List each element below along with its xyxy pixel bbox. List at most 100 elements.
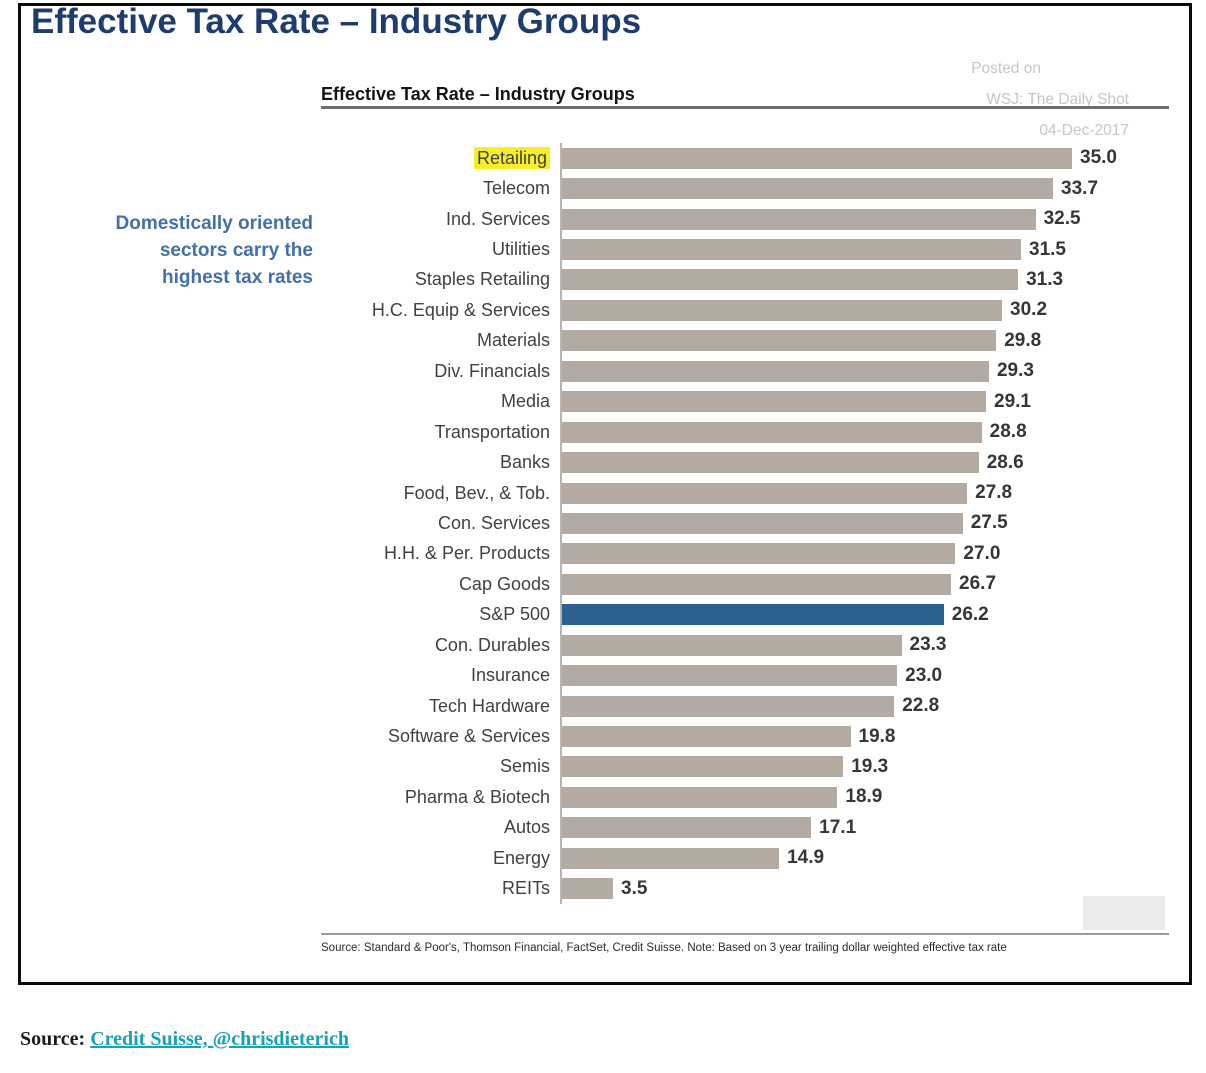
bar-zone: 35.0 xyxy=(560,143,1179,174)
footer-source-label: Source: xyxy=(20,1028,86,1050)
title-underline xyxy=(321,106,1169,109)
bar-row: Con. Durables 23.3 xyxy=(21,630,1179,661)
bar-row: Staples Retailing 31.3 xyxy=(21,264,1179,296)
bar-row: Media 29.1 xyxy=(21,386,1179,417)
bar-zone: 14.9 xyxy=(560,843,1179,874)
annotation-line-1: Domestically oriented xyxy=(115,213,313,234)
category-label: Div. Financials xyxy=(434,360,550,381)
bar-zone: 27.0 xyxy=(560,538,1179,570)
bar-row: Retailing 35.0 xyxy=(21,143,1179,174)
category-label: Utilities xyxy=(491,239,550,260)
category-label: Food, Bev., & Tob. xyxy=(403,482,550,503)
value-label: 29.1 xyxy=(994,390,1031,412)
value-label: 17.1 xyxy=(819,816,857,838)
bar-row: Software & Services 19.8 xyxy=(21,721,1179,752)
category-label: Tech Hardware xyxy=(428,695,550,716)
bar-zone: 22.8 xyxy=(560,690,1179,722)
bar-row: S&P 500 26.2 xyxy=(21,599,1179,630)
page-title: Effective Tax Rate – Industry Groups xyxy=(31,2,642,41)
bar xyxy=(562,847,780,869)
bar-row: H.H. & Per. Products 27.0 xyxy=(21,538,1179,570)
bar-zone: 27.5 xyxy=(560,508,1179,539)
bar xyxy=(562,726,851,748)
bar xyxy=(562,573,952,595)
value-label: 29.8 xyxy=(1004,329,1042,351)
value-label: 22.8 xyxy=(902,695,940,717)
bar-row: Div. Financials 29.3 xyxy=(21,356,1179,387)
category-label: Banks xyxy=(499,452,550,473)
watermark-line-2: WSJ: The Daily Shot xyxy=(986,91,1129,108)
bar-zone: 28.8 xyxy=(560,416,1179,448)
bar-zone: 32.5 xyxy=(560,203,1179,235)
footer-rule xyxy=(321,933,1169,935)
bar-row: Con. Services 27.5 xyxy=(21,508,1179,539)
value-label: 31.5 xyxy=(1029,238,1066,260)
bar-zone: 29.3 xyxy=(560,356,1179,387)
value-label: 14.9 xyxy=(787,847,825,869)
value-label: 23.3 xyxy=(909,634,947,656)
bar-row: H.C. Equip & Services 30.2 xyxy=(21,295,1179,326)
bar-row: Ind. Services 32.5 xyxy=(21,203,1179,235)
value-label: 23.0 xyxy=(905,664,943,686)
bar-zone: 19.3 xyxy=(560,751,1179,783)
bar xyxy=(562,786,838,808)
bar-row: Insurance 23.0 xyxy=(21,660,1179,691)
category-label: Ind. Services xyxy=(445,208,550,229)
chart-source-note: Source: Standard & Poor's, Thomson Finan… xyxy=(321,942,1007,954)
bar-zone: 30.2 xyxy=(560,295,1179,326)
value-label: 26.2 xyxy=(951,603,989,625)
category-label: Materials xyxy=(476,330,550,351)
bar xyxy=(562,360,989,382)
value-label: 19.8 xyxy=(858,725,896,747)
category-label: S&P 500 xyxy=(479,604,550,625)
bar xyxy=(562,299,1003,321)
bar xyxy=(562,512,963,534)
bar-zone: 26.2 xyxy=(560,599,1179,630)
category-label: H.H. & Per. Products xyxy=(383,543,550,564)
watermark-line-3: 04-Dec-2017 xyxy=(1039,122,1129,139)
footer-source-link[interactable]: Credit Suisse, @chrisdieterich xyxy=(90,1028,349,1050)
bar-zone: 28.6 xyxy=(560,447,1179,478)
value-label: 28.8 xyxy=(989,421,1027,443)
bar xyxy=(562,208,1036,230)
bar-row: Cap Goods 26.7 xyxy=(21,569,1179,600)
bar-zone: 33.7 xyxy=(560,173,1179,204)
value-label: 29.3 xyxy=(996,360,1034,382)
bar-row: Food, Bev., & Tob. 27.8 xyxy=(21,477,1179,509)
category-label: Cap Goods xyxy=(458,573,550,594)
category-label: Con. Durables xyxy=(434,634,550,655)
bar xyxy=(562,239,1021,261)
bar-row: REITs 3.5 xyxy=(21,873,1179,904)
bar-zone: 26.7 xyxy=(560,569,1179,600)
bar xyxy=(562,604,944,626)
bar xyxy=(562,634,902,656)
bar xyxy=(562,878,613,900)
bar-row: Utilities 31.5 xyxy=(21,234,1179,265)
bar-row: Transportation 28.8 xyxy=(21,416,1179,448)
category-label: Con. Services xyxy=(437,512,550,533)
bar xyxy=(562,756,844,778)
watermark: Posted on WSJ: The Daily Shot 04-Dec-201… xyxy=(971,53,1129,146)
bar xyxy=(562,452,979,474)
bar-zone: 29.1 xyxy=(560,386,1179,417)
bar xyxy=(562,269,1019,291)
value-label: 35.0 xyxy=(1080,147,1117,169)
bar-row: Tech Hardware 22.8 xyxy=(21,690,1179,722)
category-label: REITs xyxy=(501,878,550,899)
chart-image-box: Effective Tax Rate – Industry Groups Eff… xyxy=(18,2,1192,985)
bar-zone: 17.1 xyxy=(560,812,1179,844)
page-footer: Source: Credit Suisse, @chrisdieterich xyxy=(20,1028,349,1051)
value-label: 26.7 xyxy=(959,573,997,595)
bar-row: Banks 28.6 xyxy=(21,447,1179,478)
value-label: 31.3 xyxy=(1026,268,1064,290)
bar xyxy=(562,147,1072,169)
bar-zone: 31.5 xyxy=(560,234,1179,265)
bar xyxy=(562,330,997,352)
bar-zone: 29.8 xyxy=(560,325,1179,357)
annotation-callout: Domestically oriented sectors carry the … xyxy=(51,210,313,291)
value-label: 27.0 xyxy=(963,542,1001,564)
bar-zone: 23.3 xyxy=(560,630,1179,661)
bar-chart: Retailing 35.0 Telecom 33.7 Ind. Services 32.… xyxy=(21,143,1179,904)
value-label: 28.6 xyxy=(986,451,1024,473)
